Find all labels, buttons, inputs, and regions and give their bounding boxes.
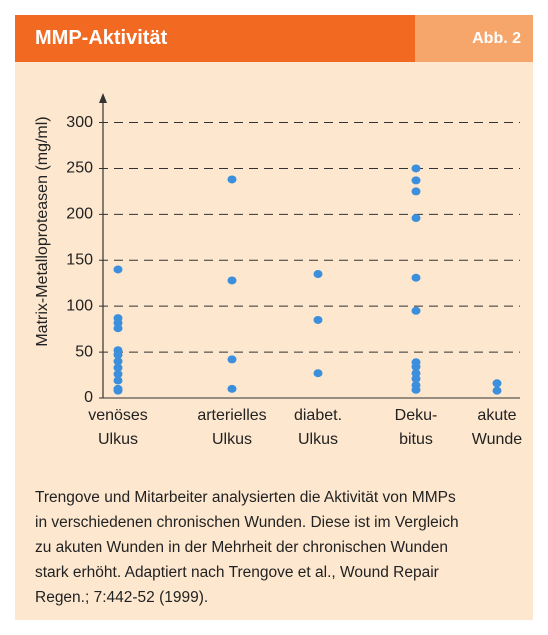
point [113,363,123,372]
point [411,369,421,378]
point [113,357,123,366]
title: MMP-Aktivität [15,15,415,62]
caption-line: zu akuten Wunden in der Mehrheit der chr… [35,539,449,556]
y-axis-arrow [99,93,107,103]
caption: Trengove und Mitarbeiter analysierten di… [35,485,525,610]
x-tick-label: venöses [88,407,148,424]
point [113,265,123,274]
point [492,379,502,388]
card: MMP-Aktivität Abb. 2 0 50 100 150 200 250 300 M… [15,15,533,620]
point [113,350,123,359]
point [227,384,237,393]
caption-line: Regen.; 7:442-52 (1999). [35,589,209,606]
x-tick-label: Ulkus [212,431,252,448]
y-tick-label: 300 [66,114,93,131]
point [113,376,123,385]
caption-line: stark erhöht. Adaptiert nach Trengove et… [35,564,439,581]
point [227,276,237,285]
point [113,318,123,327]
figure-number: Abb. 2 [415,15,533,62]
point [227,175,237,184]
point [313,369,323,378]
point [411,273,421,282]
point [227,355,237,364]
x-tick-label: Deku- [395,407,438,424]
point [411,187,421,196]
caption-line: Trengove und Mitarbeiter analysierten di… [35,489,456,506]
y-tick-label: 0 [84,389,93,406]
y-tick-label: 200 [66,206,93,223]
x-tick-label: Ulkus [298,431,338,448]
point [411,306,421,315]
y-tick-label: 250 [66,160,93,177]
point [411,164,421,173]
y-axis-label: Matrix-Metalloproteasen (mg/ml) [34,116,51,346]
chart: 0 50 100 150 200 250 300 Matrix-Metalloprotease… [34,93,523,448]
y-tick-label: 150 [66,251,93,268]
point [313,315,323,324]
point [492,386,502,395]
caption-line: in verschiedenen chronischen Wunden. Die… [35,514,459,531]
point [411,385,421,394]
x-tick-label: bitus [399,431,433,448]
x-tick-label: Ulkus [98,431,138,448]
y-tick-label: 100 [66,297,93,314]
x-tick-label: arterielles [197,407,266,424]
x-tick-label: akute [477,407,516,424]
point [411,374,421,383]
point [113,370,123,379]
y-tick-label: 50 [75,343,93,360]
point [113,386,123,395]
point [411,214,421,223]
point [411,362,421,371]
x-tick-label: diabet. [294,407,342,424]
header: MMP-Aktivität Abb. 2 [15,15,533,62]
point [411,176,421,185]
point [313,270,323,279]
point [113,324,123,333]
x-tick-label: Wunde [472,431,523,448]
